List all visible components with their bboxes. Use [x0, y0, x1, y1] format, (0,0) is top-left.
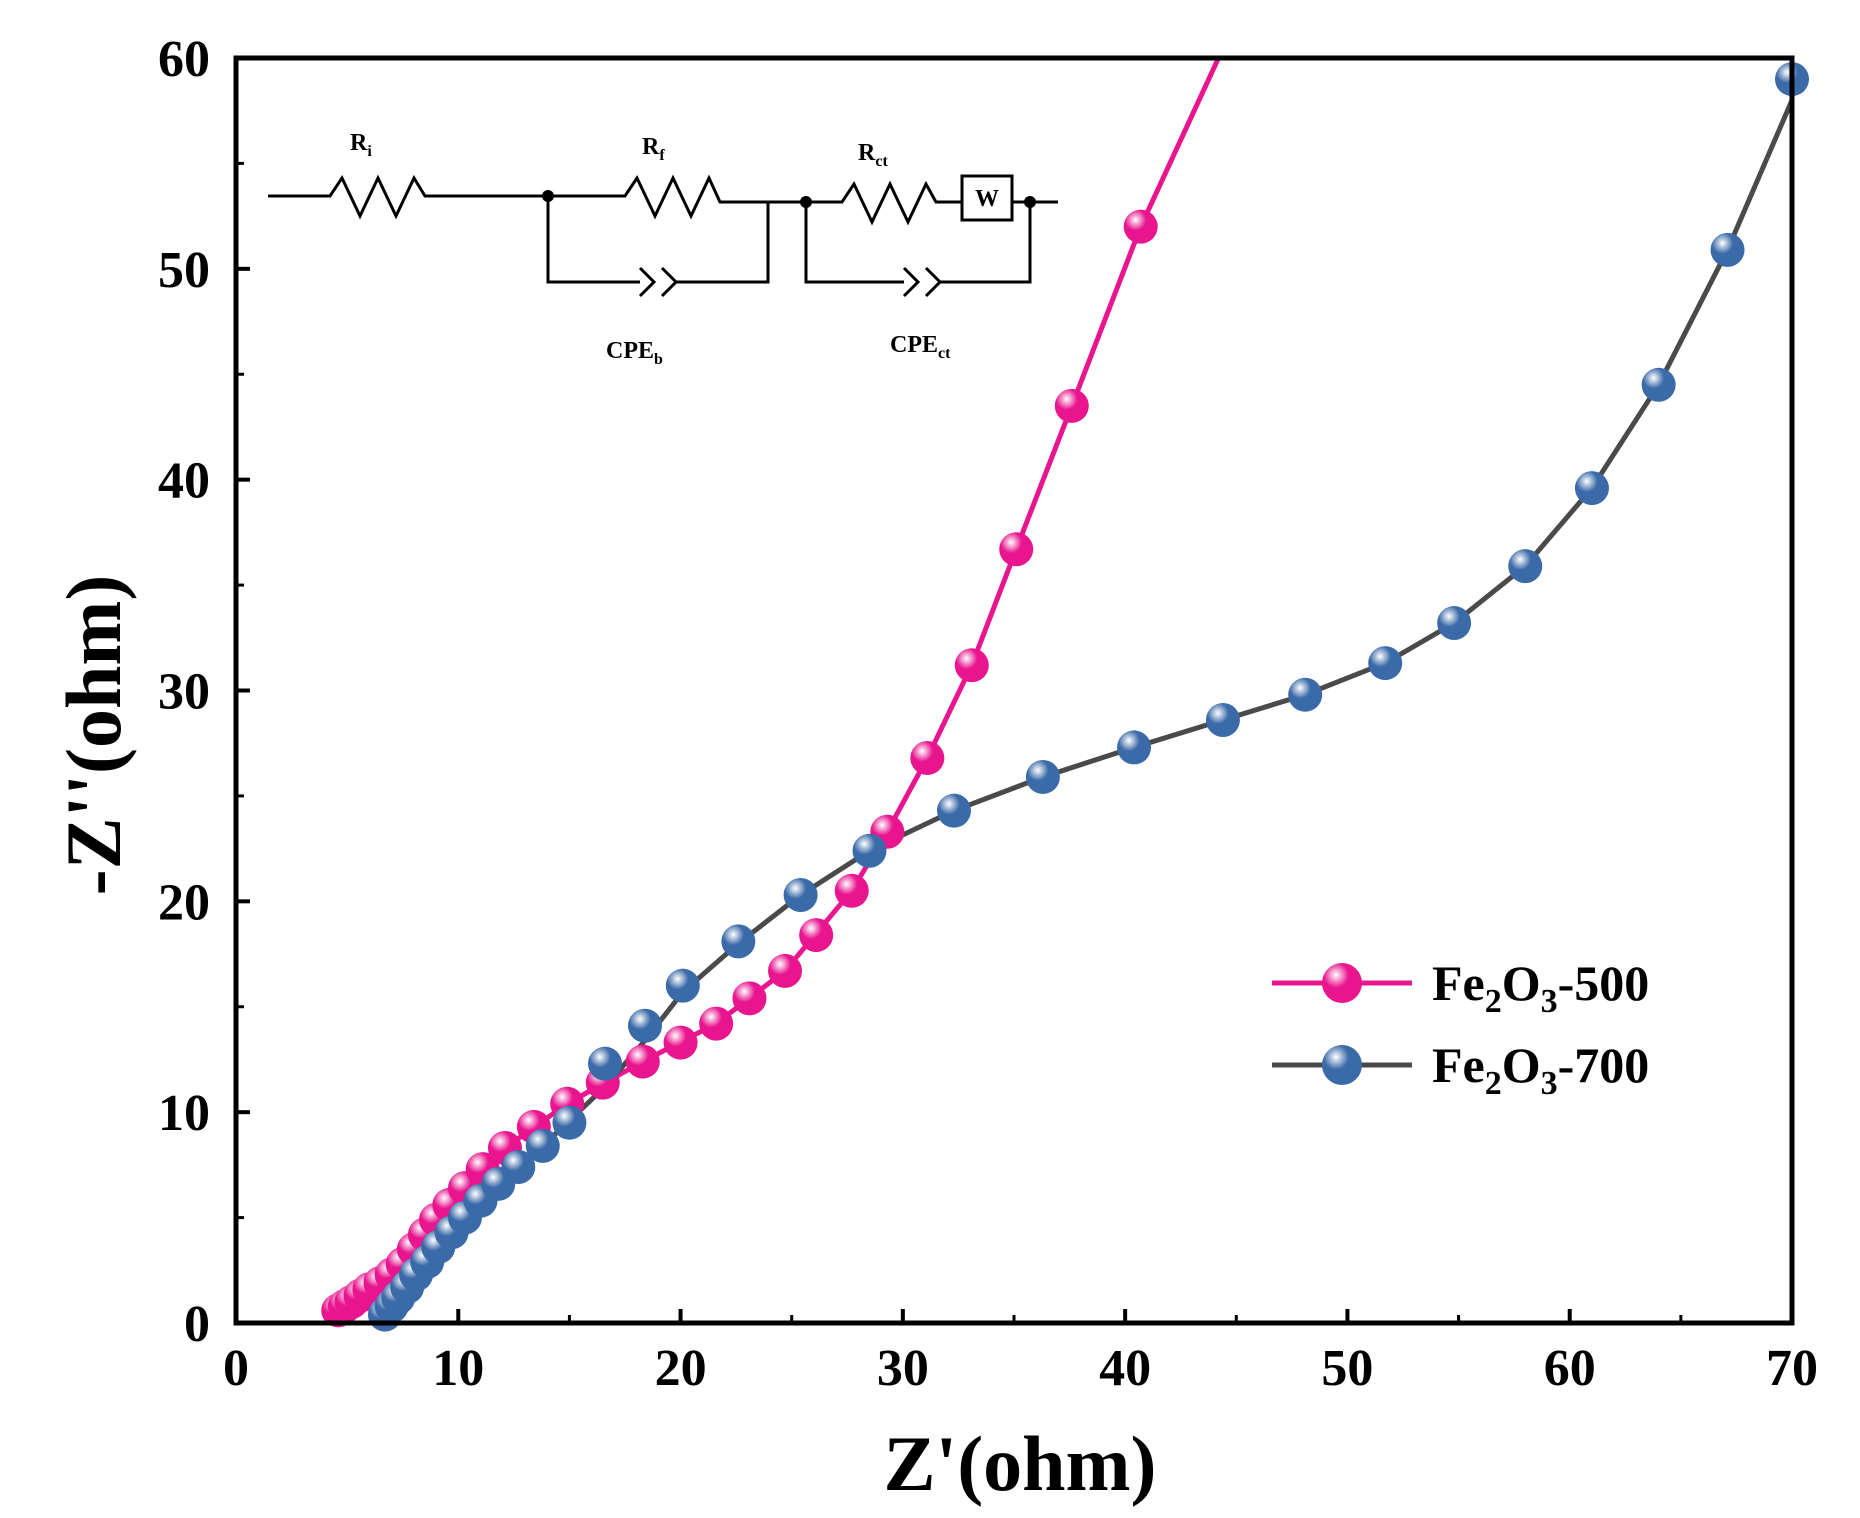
circuit-wire-rct	[778, 180, 962, 226]
legend: Fe2O3-500 Fe2O3-700	[1272, 955, 1649, 1102]
circuit-node-3	[1024, 196, 1036, 208]
cpe-b-symbol	[638, 202, 770, 298]
data-point-1	[699, 1006, 734, 1041]
data-point-1	[732, 981, 767, 1016]
x-tick-label: 20	[655, 1340, 707, 1397]
data-point-1	[799, 918, 834, 953]
data-point-1	[768, 953, 803, 988]
x-tick-label: 70	[1766, 1340, 1818, 1397]
x-tick-label: 60	[1544, 1340, 1596, 1397]
circuit-wire-cpect	[804, 202, 904, 284]
label-cpect: CPEct	[890, 332, 951, 362]
data-point-2	[936, 793, 971, 828]
y-tick-label: 0	[184, 1296, 210, 1353]
data-point-2	[1117, 730, 1152, 765]
y-tick-label: 50	[158, 242, 210, 299]
data-point-2	[628, 1008, 663, 1043]
label-rf: Rf	[642, 134, 665, 164]
legend-marker-1	[1322, 963, 1362, 1003]
warburg-label: W	[975, 186, 999, 212]
data-point-2	[1205, 703, 1240, 738]
data-point-2	[1288, 677, 1323, 712]
data-point-2	[1025, 759, 1060, 794]
data-point-2	[1368, 646, 1403, 681]
x-tick-label: 10	[432, 1340, 484, 1397]
x-tick-label: 50	[1321, 1340, 1373, 1397]
data-point-1	[910, 740, 945, 775]
data-point-2	[1641, 367, 1676, 402]
data-point-2	[525, 1128, 560, 1163]
y-tick-label: 20	[158, 874, 210, 931]
x-tick-label: 30	[877, 1340, 929, 1397]
cpe-ct-symbol	[902, 200, 1058, 298]
y-axis-title: -Z''(ohm)	[50, 575, 137, 896]
x-axis-title: Z'(ohm)	[884, 1420, 1157, 1507]
data-point-1	[954, 648, 989, 683]
fit-line-1	[336, 56, 1221, 1313]
label-cpeb: CPEb	[606, 338, 663, 368]
label-ri: Ri	[350, 130, 372, 160]
x-tick-label: 40	[1099, 1340, 1151, 1397]
y-tick-label: 10	[158, 1085, 210, 1142]
data-point-2	[783, 878, 818, 913]
data-point-2	[665, 968, 700, 1003]
legend-label-1: Fe2O3-500	[1432, 955, 1649, 1020]
equivalent-circuit: W Ri Rf Rct CPEb CPEct	[268, 130, 1058, 368]
data-point-1	[1054, 388, 1089, 423]
series-layer	[321, 56, 1809, 1332]
data-point-1	[1123, 209, 1158, 244]
data-point-2	[587, 1046, 622, 1081]
warburg-box	[960, 174, 1014, 222]
legend-label-2: Fe2O3-700	[1432, 1037, 1649, 1102]
circuit-wire-rf	[548, 174, 778, 220]
y-tick-label: 60	[158, 31, 210, 88]
data-point-1	[663, 1025, 698, 1060]
data-point-1	[999, 532, 1034, 567]
x-tick-label: 0	[223, 1340, 249, 1397]
circuit-wire-left	[268, 174, 548, 220]
axis-ticks: 0 10 20 30 40 50 60 70 0 10 20 30 40 50 60	[158, 31, 1818, 1397]
data-point-2	[1574, 471, 1609, 506]
data-point-2	[552, 1105, 587, 1140]
data-point-1	[625, 1044, 660, 1079]
plot-frame	[233, 55, 1795, 1326]
y-tick-label: 30	[158, 664, 210, 721]
label-rct: Rct	[858, 140, 888, 170]
data-point-2	[852, 833, 887, 868]
data-point-2	[1710, 232, 1745, 267]
legend-marker-2	[1322, 1045, 1362, 1085]
y-tick-label: 40	[158, 453, 210, 510]
data-point-2	[721, 924, 756, 959]
data-point-2	[501, 1149, 536, 1184]
circuit-wire-cpeb	[546, 196, 640, 284]
data-point-1	[834, 873, 869, 908]
data-point-2	[1508, 549, 1543, 584]
data-point-2	[1437, 606, 1472, 641]
